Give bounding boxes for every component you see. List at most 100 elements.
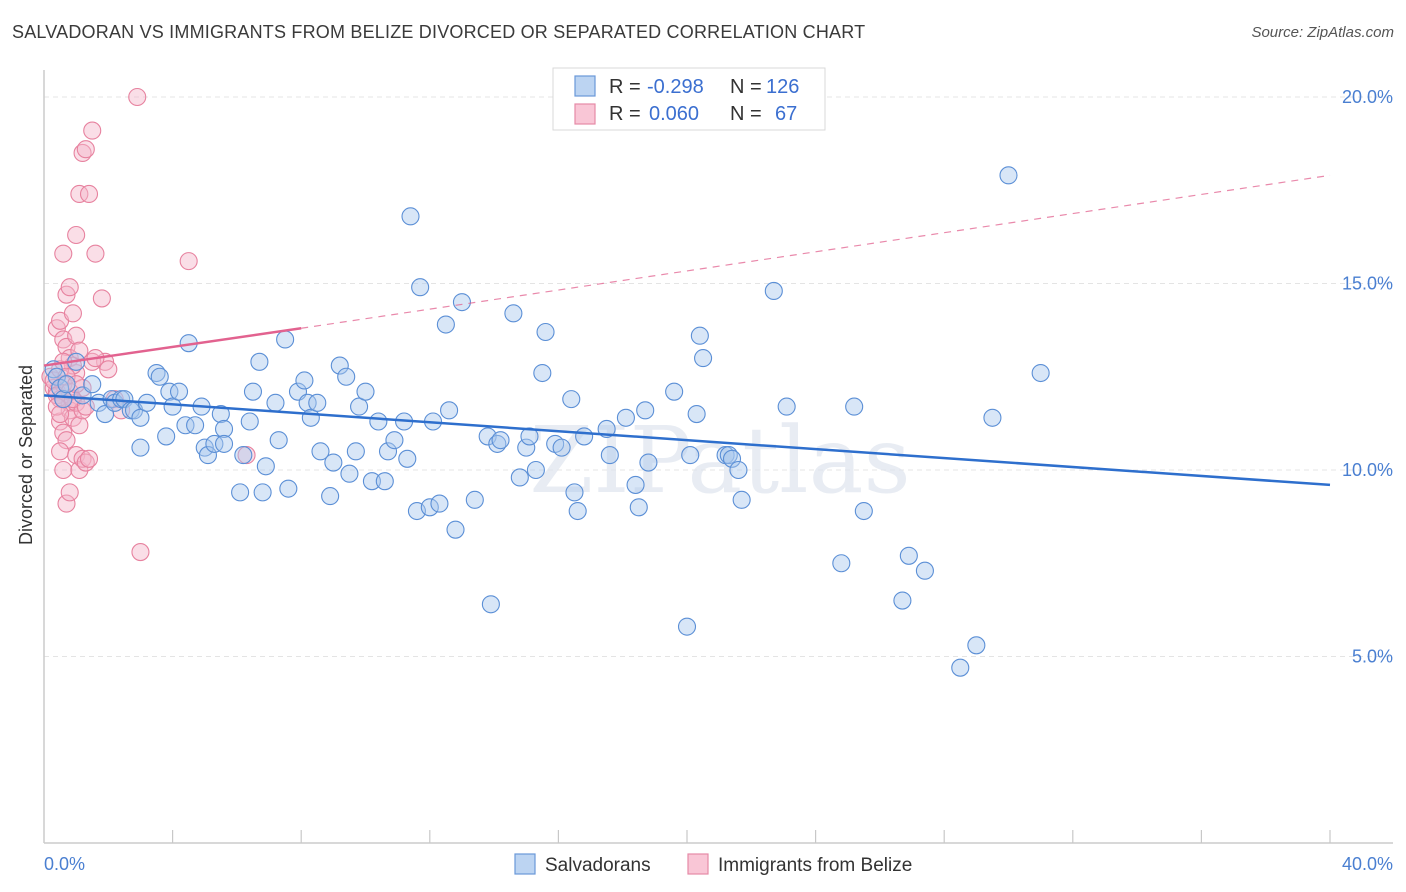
salvadoran-point xyxy=(600,446,619,465)
belize-point xyxy=(51,404,70,424)
salvadoran-point xyxy=(677,617,697,636)
salvadoran-point xyxy=(356,382,375,401)
belize-point xyxy=(54,244,73,263)
salvadoran-point xyxy=(269,431,288,450)
belize-points xyxy=(41,87,256,562)
salvadoran-point xyxy=(198,446,218,465)
belize-point xyxy=(99,360,118,379)
salvadoran-point xyxy=(681,446,700,465)
salvadoran-point xyxy=(234,446,253,465)
salvadoran-point xyxy=(169,382,189,401)
y-tick-label: 15.0% xyxy=(1342,274,1393,294)
salvadoran-point xyxy=(47,367,66,386)
salvadoran-point xyxy=(131,408,150,427)
salvadoran-point xyxy=(150,367,169,386)
salvadoran-point xyxy=(436,315,455,334)
salvadoran-point xyxy=(420,498,439,517)
y-tick-label: 20.0% xyxy=(1342,87,1393,107)
salvadoran-point xyxy=(526,460,545,480)
salvadoran-point xyxy=(253,483,272,502)
salvadoran-point xyxy=(54,390,73,409)
belize-point xyxy=(76,140,95,159)
salvadoran-point xyxy=(764,281,783,301)
belize-point xyxy=(63,304,82,323)
legend-r-value-2: 0.060 xyxy=(649,103,699,125)
salvadoran-point xyxy=(636,401,655,420)
salvadoran-point xyxy=(568,501,587,521)
salvadoran-point xyxy=(350,397,369,416)
salvadoran-point xyxy=(729,460,748,480)
salvadoran-point xyxy=(446,520,465,539)
salvadoran-point xyxy=(401,207,420,226)
salvadoran-point xyxy=(983,408,1002,427)
trend-lines xyxy=(43,174,1331,487)
belize-point xyxy=(57,494,76,513)
salvadoran-point xyxy=(694,349,713,368)
salvadoran-point xyxy=(256,457,275,476)
salvadoran-point xyxy=(411,278,430,297)
y-tick-label: 10.0% xyxy=(1342,460,1393,480)
salvadoran-point xyxy=(687,404,706,424)
belize-point xyxy=(57,431,76,450)
salvadoran-point xyxy=(375,472,394,491)
salvadoran-point xyxy=(915,561,934,580)
salvadoran-point xyxy=(250,352,269,371)
salvadoran-point xyxy=(266,393,285,412)
salvadoran-point xyxy=(832,554,851,573)
belize-point xyxy=(70,341,89,360)
salvadoran-point xyxy=(491,431,510,450)
salvadoran-point xyxy=(533,363,552,383)
salvadoran-point xyxy=(565,483,584,502)
salvadoran-point xyxy=(240,412,259,431)
salvadoran-point xyxy=(690,326,709,345)
salvadoran-point xyxy=(214,434,234,453)
salvadoran-point xyxy=(378,442,398,461)
source-label: Source: ZipAtlas.com xyxy=(1251,24,1394,41)
belize-point xyxy=(54,460,73,480)
y-axis-label: Divorced or Separated xyxy=(16,365,36,545)
salvadoran-point xyxy=(951,658,970,677)
salvadoran-point xyxy=(562,390,581,409)
salvadoran-point xyxy=(552,438,571,457)
bottom-legend-label-belize: Immigrants from Belize xyxy=(718,855,912,876)
salvadoran-point xyxy=(520,427,539,446)
salvadoran-point xyxy=(398,449,417,468)
salvadoran-point xyxy=(1031,363,1050,383)
salvadoran-point xyxy=(231,483,250,502)
belize-point xyxy=(60,483,79,502)
salvadoran-point xyxy=(385,431,404,450)
legend-r-label-2: R = xyxy=(609,103,641,125)
bottom-legend: Salvadorans Immigrants from Belize xyxy=(514,853,912,876)
salvadoran-point xyxy=(369,412,388,431)
salvadoran-point xyxy=(163,397,182,416)
belize-point xyxy=(179,252,198,271)
x-tick-label-min: 0.0% xyxy=(44,854,85,874)
salvadoran-point xyxy=(504,304,523,323)
legend-r-label-1: R = xyxy=(609,76,641,98)
salvadoran-point xyxy=(854,501,873,521)
bottom-legend-label-salvadorans: Salvadorans xyxy=(545,855,651,876)
salvadoran-point xyxy=(430,494,449,513)
salvadoran-point xyxy=(211,404,230,424)
salvadoran-point xyxy=(295,371,314,390)
salvadoran-point xyxy=(967,636,986,655)
salvadoran-point xyxy=(777,397,796,416)
salvadoran-point xyxy=(243,382,263,401)
salvadoran-point xyxy=(131,438,150,457)
legend-swatch-blue xyxy=(574,75,596,97)
salvadoran-point xyxy=(362,472,381,491)
salvadoran-point xyxy=(214,419,234,439)
salvadoran-point xyxy=(340,464,359,483)
salvadoran-point xyxy=(481,595,500,614)
salvadoran-point xyxy=(639,453,658,472)
salvadoran-point xyxy=(311,442,330,461)
salvadoran-point xyxy=(279,479,298,498)
salvadoran-point xyxy=(324,453,343,472)
salvadoran-point xyxy=(176,416,195,435)
legend-n-label-2: N = xyxy=(730,103,762,125)
belize-point xyxy=(83,121,102,140)
salvadoran-point xyxy=(83,375,102,394)
legend-n-value-2: 67 xyxy=(775,103,797,125)
axes xyxy=(43,70,1393,844)
